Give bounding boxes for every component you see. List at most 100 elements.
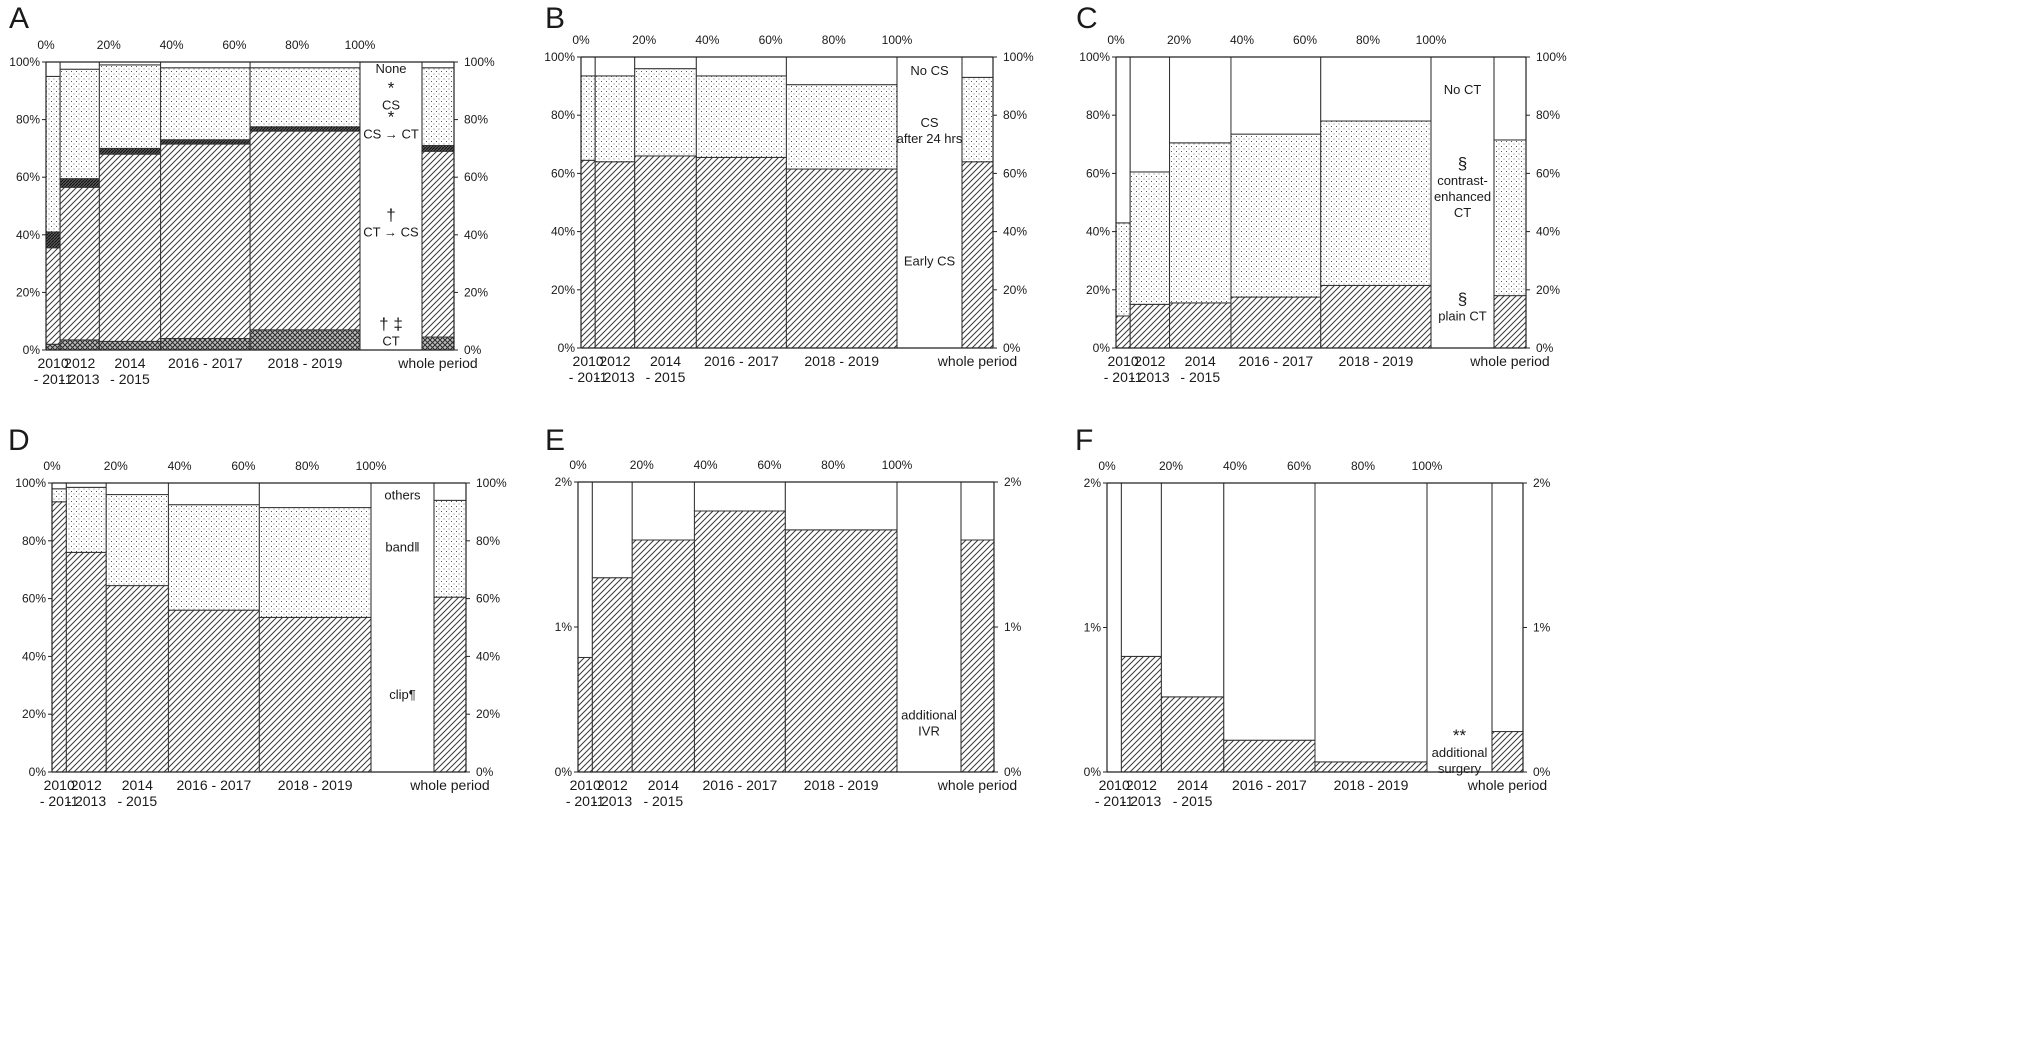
bar-segment-no-cs-period-5 xyxy=(785,56,898,86)
bar-segment-additional-surgery-period-4 xyxy=(1223,739,1316,773)
left-axis-tick-label: 1% xyxy=(1084,621,1102,635)
left-axis-tick-label: 40% xyxy=(1086,225,1110,239)
left-axis-tick-label: 60% xyxy=(1086,166,1110,180)
bar-segment-no-ct-whole-period xyxy=(1493,56,1527,141)
left-axis-tick-label: 0% xyxy=(1084,765,1102,779)
top-axis-tick-label: 80% xyxy=(821,458,845,472)
category-label: 2014 xyxy=(648,777,679,793)
category-label: 2014 xyxy=(650,353,681,369)
category-label: - 2015 xyxy=(110,371,150,387)
bar-segment-ct-period-5 xyxy=(249,329,361,351)
leg-clip: clip¶ xyxy=(389,687,416,702)
bar-segment-no-ct-period-5 xyxy=(1320,56,1432,122)
left-axis-tick-label: 1% xyxy=(555,620,573,634)
bar-segment-additional-ivr-period-1 xyxy=(577,656,593,773)
left-axis-tick-label: 80% xyxy=(551,108,575,122)
bar-segment-contrast-enhanced-ct-period-3 xyxy=(1169,142,1232,304)
right-axis-tick-label: 40% xyxy=(464,228,488,242)
bar-segment-band-period-1 xyxy=(51,488,67,503)
category-label: 2016 - 2017 xyxy=(1238,353,1313,369)
bar-segment-others-period-2 xyxy=(65,482,107,488)
top-axis-tick-label: 20% xyxy=(104,459,128,473)
left-axis-tick-label: 80% xyxy=(16,113,40,127)
legend-text: CT xyxy=(1454,205,1471,220)
left-axis-tick-label: 40% xyxy=(551,225,575,239)
bar-segment-additional-surgery-whole-period xyxy=(1491,731,1524,773)
category-label: - 2015 xyxy=(1173,793,1213,809)
bar-segment-additional-surgery-period-3 xyxy=(1160,696,1225,773)
left-axis-tick-label: 100% xyxy=(9,55,40,69)
bar-segment-ct-period-1 xyxy=(45,343,61,351)
bar-segment-none-period-5 xyxy=(1314,482,1428,763)
category-label: - 2015 xyxy=(646,369,686,385)
bar-segment-none-period-4 xyxy=(1223,482,1316,741)
bar-segment-none-period-1 xyxy=(577,481,593,658)
category-label: 2016 - 2017 xyxy=(177,777,252,793)
bar-segment-early-cs-period-1 xyxy=(580,159,596,349)
right-axis-tick-label: 0% xyxy=(476,765,494,779)
legend-text: additional xyxy=(901,708,957,723)
bar-segment-additional-ivr-period-4 xyxy=(693,510,786,773)
bar-segment-plain-ct-whole-period xyxy=(1493,295,1527,349)
bar-segment-cs-ct-period-2 xyxy=(59,178,100,188)
bar-segment-none-whole-period xyxy=(421,61,455,69)
bar-segment-contrast-enhanced-ct-period-5 xyxy=(1320,120,1432,286)
right-axis-tick-label: 80% xyxy=(464,113,488,127)
top-axis-tick-label: 60% xyxy=(231,459,255,473)
category-label: 2010 xyxy=(570,777,601,793)
top-axis-tick-label: 60% xyxy=(222,38,246,52)
bar-segment-none-whole-period xyxy=(960,481,995,541)
category-label: 2014 xyxy=(114,355,145,371)
bar-segment-none-period-1 xyxy=(45,61,61,77)
category-label: 2010 xyxy=(37,355,68,371)
category-label: whole period xyxy=(937,353,1017,369)
panel-label: D xyxy=(8,424,30,457)
right-axis-tick-label: 1% xyxy=(1004,620,1022,634)
left-axis-tick-label: 100% xyxy=(544,50,575,64)
left-axis-tick-label: 0% xyxy=(29,765,47,779)
right-axis-tick-label: 20% xyxy=(464,285,488,299)
bar-segment-none-period-2 xyxy=(59,61,100,70)
bar-segment-others-period-5 xyxy=(258,482,372,509)
category-label: whole period xyxy=(1467,777,1547,793)
category-label: 2018 - 2019 xyxy=(1339,353,1414,369)
category-label: - 2013 xyxy=(595,369,635,385)
left-axis-tick-label: 20% xyxy=(16,285,40,299)
bar-segment-cs-after-24-hrs-period-4 xyxy=(695,75,787,158)
top-axis-tick-label: 100% xyxy=(882,458,913,472)
top-axis-tick-label: 40% xyxy=(1223,459,1247,473)
top-axis-tick-label: 60% xyxy=(759,33,783,47)
top-axis-tick-label: 0% xyxy=(572,33,590,47)
left-axis-tick-label: 0% xyxy=(558,341,576,355)
legend-text: band‖ xyxy=(385,540,419,555)
category-label: 2012 xyxy=(597,777,628,793)
panel-label: F xyxy=(1075,424,1093,457)
right-axis-tick-label: 100% xyxy=(464,55,495,69)
bar-segment-additional-ivr-period-3 xyxy=(631,539,695,773)
bar-segment-contrast-enhanced-ct-whole-period xyxy=(1493,139,1527,297)
bar-segment-cs-after-24-hrs-whole-period xyxy=(961,76,994,163)
bar-segment-contrast-enhanced-ct-period-1 xyxy=(1115,222,1131,317)
bar-segment-ct-cs-period-4 xyxy=(160,143,251,339)
top-axis-tick-label: 20% xyxy=(1159,459,1183,473)
right-axis-tick-label: 20% xyxy=(1536,283,1560,297)
bar-segment-none-period-3 xyxy=(631,481,695,541)
left-axis-tick-label: 60% xyxy=(551,166,575,180)
legend-text: * xyxy=(388,107,395,126)
right-axis-tick-label: 100% xyxy=(476,476,507,490)
bar-segment-none-period-4 xyxy=(160,61,251,69)
bar-segment-cs-whole-period xyxy=(421,67,455,147)
right-axis-tick-label: 100% xyxy=(1003,50,1034,64)
bar-segment-additional-ivr-period-2 xyxy=(591,577,633,773)
bar-segment-cs-after-24-hrs-period-2 xyxy=(594,75,636,163)
leg-ct-cs: †CT → CS xyxy=(363,205,419,239)
left-axis-tick-label: 0% xyxy=(23,343,41,357)
category-label: 2010 xyxy=(1099,777,1130,793)
right-axis-tick-label: 0% xyxy=(1536,341,1554,355)
top-axis-tick-label: 20% xyxy=(97,38,121,52)
category-label: 2016 - 2017 xyxy=(168,355,243,371)
